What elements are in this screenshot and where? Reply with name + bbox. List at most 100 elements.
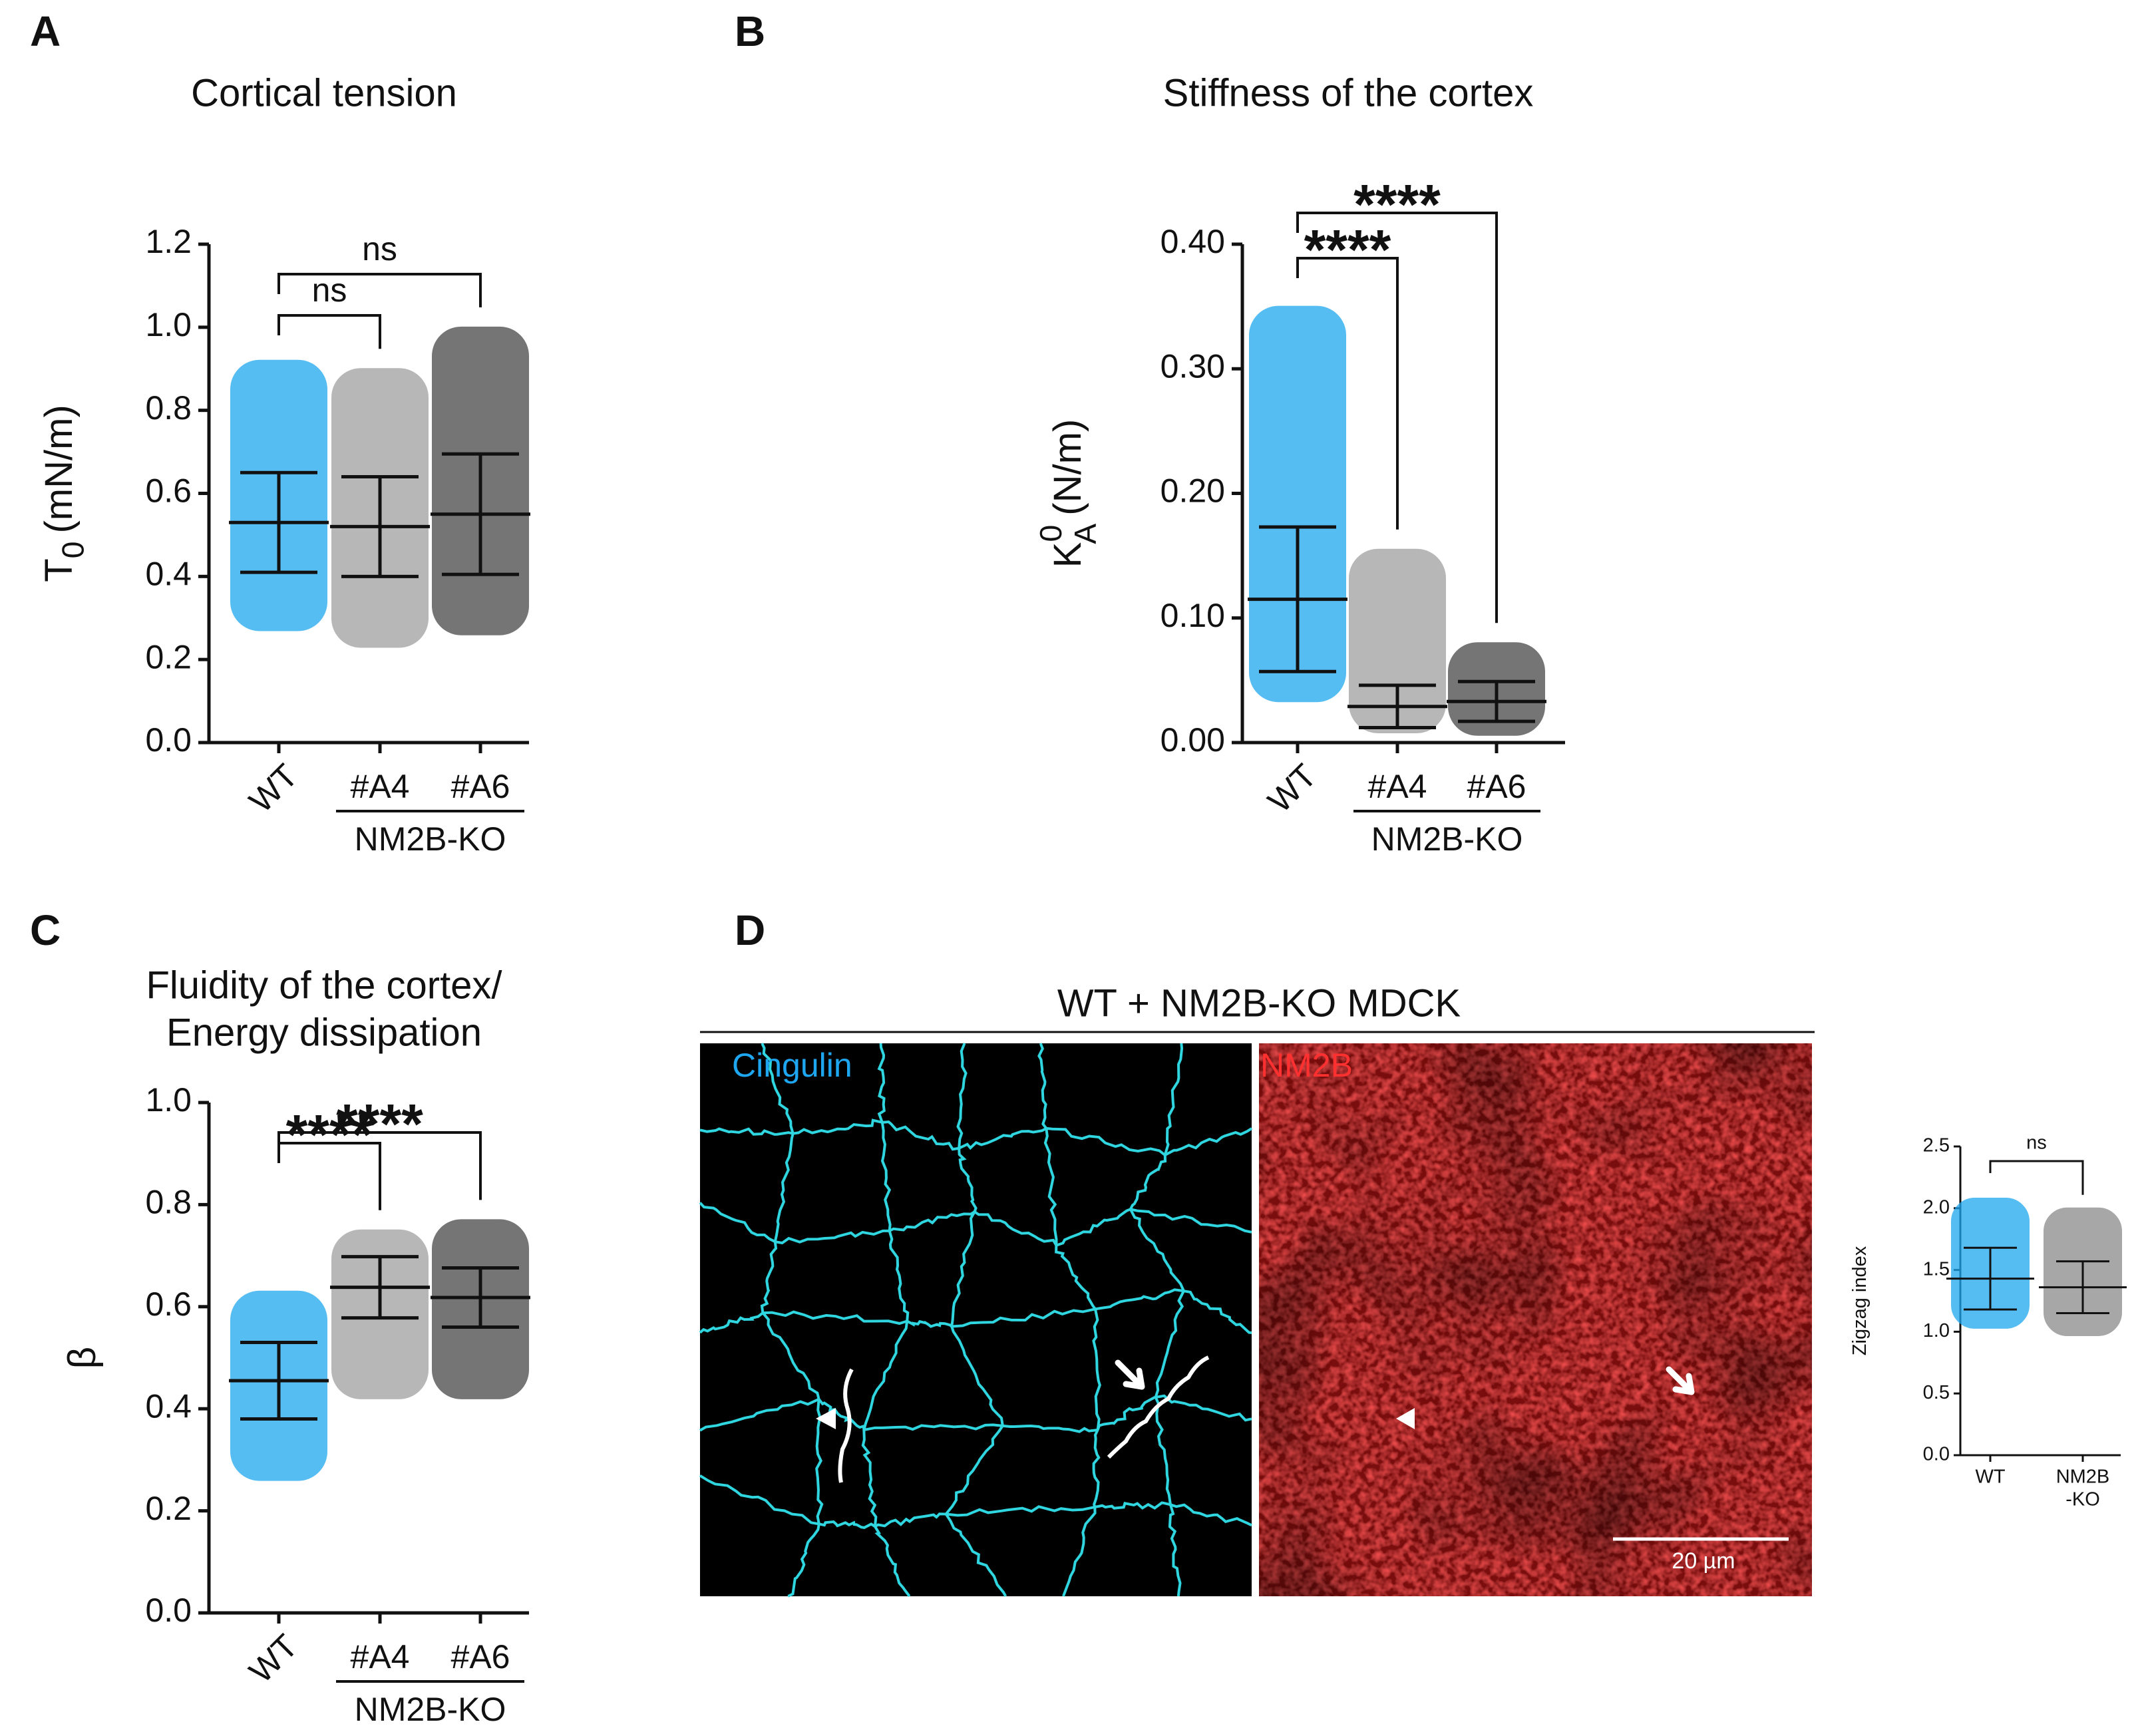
junction-network — [699, 1043, 1253, 1598]
junction — [699, 1127, 794, 1136]
junction — [699, 1474, 820, 1526]
significance-label: ns — [312, 271, 347, 309]
x-tick-label: #A6 — [451, 1638, 510, 1675]
significance-label: **** — [1353, 173, 1441, 236]
junction — [956, 1043, 968, 1148]
y-axis-label-part: A — [1068, 524, 1103, 544]
y-tick-label: 0.4 — [145, 556, 192, 593]
y-axis-label: β — [61, 1347, 104, 1369]
chart-title: Stiffness of the cortex — [1163, 71, 1534, 114]
junction — [1129, 1154, 1167, 1210]
junction — [861, 1429, 878, 1527]
junction — [1096, 1395, 1157, 1431]
y-tick-label: 0.2 — [145, 638, 192, 675]
junction — [906, 1319, 953, 1328]
y-tick-label: 1.2 — [145, 223, 192, 260]
comparison-bracket — [1296, 257, 1399, 530]
trace — [1107, 1355, 1210, 1459]
y-tick-label: 1.5 — [1923, 1258, 1950, 1280]
junction — [1170, 1503, 1252, 1527]
junction — [880, 1122, 892, 1232]
junction — [946, 1505, 1095, 1517]
junction — [761, 1311, 820, 1400]
y-tick-label: 0.8 — [145, 1184, 192, 1221]
junction — [1129, 1208, 1185, 1292]
y-tick-label: 0.40 — [1160, 223, 1225, 260]
junction — [1037, 1043, 1047, 1129]
channel-label: NM2B — [1260, 1047, 1353, 1084]
comparison-bracket — [277, 273, 482, 307]
significance-label: **** — [1304, 218, 1391, 281]
scale-bar-label: 20 µm — [1672, 1548, 1735, 1574]
junction — [773, 1133, 795, 1242]
junction — [862, 1321, 909, 1431]
comparison-bracket — [1989, 1160, 2084, 1195]
x-tick-label: #A4 — [1368, 768, 1427, 805]
y-tick-label: 0.20 — [1160, 472, 1225, 510]
junction — [874, 1512, 946, 1528]
panel-letter: C — [30, 906, 61, 954]
panel-letter: D — [735, 906, 765, 954]
trace — [838, 1368, 854, 1483]
junction — [1154, 1397, 1172, 1505]
arrow — [1666, 1366, 1695, 1395]
junction — [1095, 1288, 1184, 1311]
comparison-bracket — [1296, 212, 1498, 623]
junction — [1154, 1290, 1185, 1398]
junction — [787, 1523, 820, 1598]
junction — [874, 1526, 911, 1598]
x-tick-label: #A6 — [451, 768, 510, 805]
y-axis-label-part: K — [1046, 542, 1089, 568]
junction — [1163, 1043, 1184, 1156]
image-panel-title: WT + NM2B-KO MDCK — [1057, 981, 1461, 1025]
x-tick-label: #A6 — [1467, 768, 1526, 805]
y-tick-label: 0.6 — [145, 472, 192, 510]
y-tick-label: 1.0 — [145, 1081, 192, 1119]
y-axis-label-part: T — [37, 558, 81, 582]
junction — [1155, 1394, 1252, 1422]
y-tick-label: 0.00 — [1160, 721, 1225, 759]
y-tick-label: 0.0 — [145, 721, 192, 759]
chart-title: Fluidity of the cortex/ — [146, 963, 502, 1007]
significance-label: ns — [362, 230, 397, 267]
y-tick-label: 2.0 — [1923, 1196, 1950, 1218]
x-tick-label: WT — [242, 757, 305, 820]
junction — [815, 1399, 824, 1524]
junction — [1055, 1208, 1131, 1247]
arrowhead — [816, 1408, 836, 1429]
junction — [1164, 1127, 1253, 1156]
junction — [763, 1310, 908, 1325]
x-tick-label: WT — [1975, 1467, 2005, 1488]
x-tick-label: WT — [242, 1628, 305, 1691]
y-axis-label-part: (mN/m) — [37, 405, 81, 533]
junction — [1046, 1127, 1166, 1156]
y-tick-label: 1.0 — [1923, 1320, 1950, 1341]
comparison-bracket — [277, 1131, 482, 1200]
junction — [761, 1043, 795, 1134]
junction — [958, 1127, 1047, 1150]
x-tick-label: NM2B — [2056, 1467, 2110, 1488]
group-label: NM2B-KO — [1371, 820, 1523, 858]
junction — [974, 1210, 1058, 1246]
panel-letter: A — [30, 7, 61, 55]
comparison-bracket — [277, 314, 381, 349]
junction — [775, 1229, 890, 1245]
y-tick-label: 0.6 — [145, 1286, 192, 1323]
x-tick-label: WT — [1261, 757, 1324, 820]
channel-label: Cingulin — [732, 1047, 852, 1084]
y-tick-label: 0.0 — [145, 1592, 192, 1629]
junction — [877, 1043, 886, 1123]
y-tick-label: 0.4 — [145, 1387, 192, 1425]
junction — [882, 1121, 960, 1151]
junction — [950, 1211, 976, 1327]
arrowhead — [1396, 1408, 1415, 1429]
junction — [944, 1513, 1007, 1597]
y-axis-label: T0 (mN/m) — [37, 405, 90, 582]
y-tick-label: 0.5 — [1923, 1382, 1950, 1403]
x-tick-label: #A4 — [351, 1638, 410, 1675]
y-tick-label: 2.5 — [1923, 1135, 1950, 1156]
junction — [1062, 1506, 1097, 1597]
junction — [1094, 1501, 1171, 1510]
junction — [958, 1148, 978, 1212]
